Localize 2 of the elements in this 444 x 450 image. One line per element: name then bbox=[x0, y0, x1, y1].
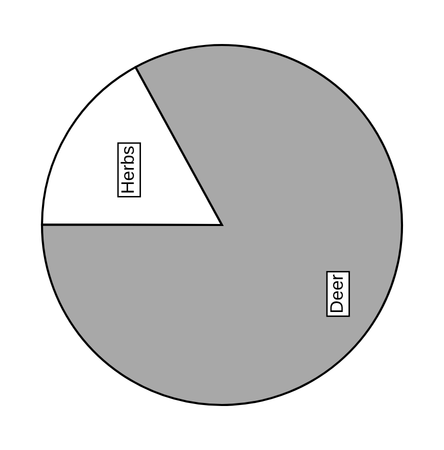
slice-label: Herbs bbox=[120, 146, 134, 192]
slice-label: Deer bbox=[330, 274, 343, 312]
